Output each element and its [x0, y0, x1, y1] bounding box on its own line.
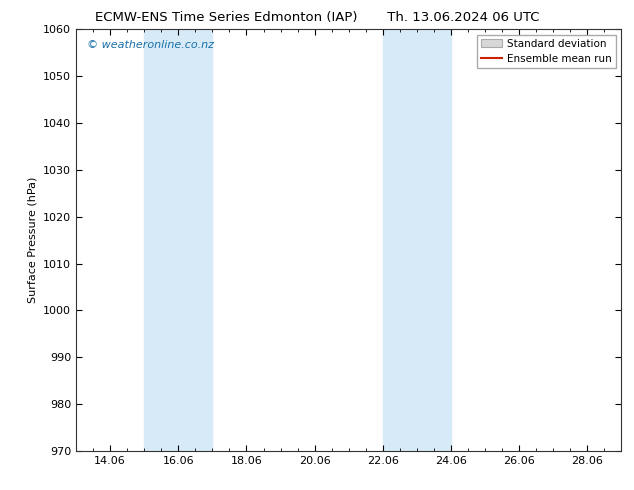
Text: © weatheronline.co.nz: © weatheronline.co.nz [87, 40, 214, 50]
Legend: Standard deviation, Ensemble mean run: Standard deviation, Ensemble mean run [477, 35, 616, 68]
Bar [383, 29, 451, 451]
Text: ECMW-ENS Time Series Edmonton (IAP)       Th. 13.06.2024 06 UTC: ECMW-ENS Time Series Edmonton (IAP) Th. … [94, 11, 540, 24]
Y-axis label: Surface Pressure (hPa): Surface Pressure (hPa) [27, 177, 37, 303]
Bar [144, 29, 212, 451]
